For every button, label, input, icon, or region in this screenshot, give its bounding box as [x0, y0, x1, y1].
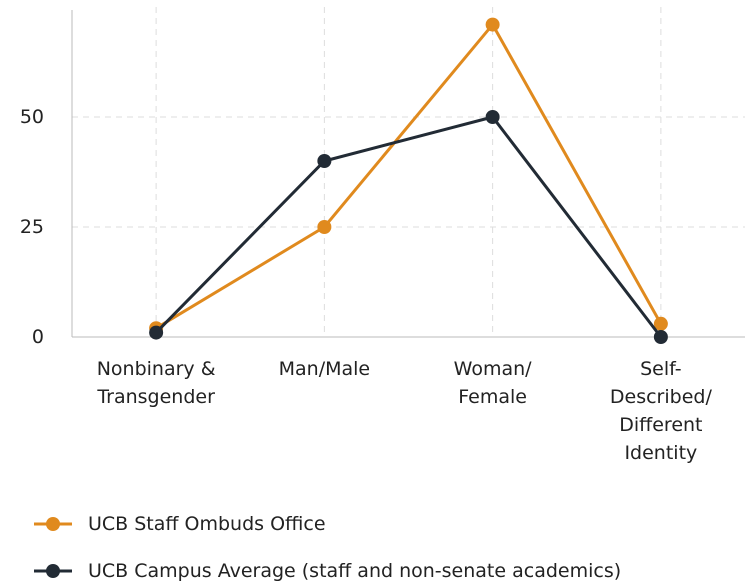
- legend-label: UCB Campus Average (staff and non-senate…: [88, 560, 622, 582]
- x-tick-label: Woman/ Female: [453, 358, 532, 408]
- point: [149, 325, 164, 340]
- point: [485, 17, 500, 32]
- y-tick-label: 50: [19, 106, 44, 128]
- legend-swatch: [46, 517, 60, 531]
- point: [653, 330, 668, 344]
- y-tick-label: 25: [19, 216, 44, 238]
- point: [653, 316, 668, 331]
- x-tick-label: Nonbinary & Transgender: [96, 358, 216, 408]
- point: [317, 154, 332, 168]
- series-line: [155, 115, 663, 338]
- point: [317, 220, 332, 234]
- x-tick-label: Man/Male: [278, 358, 371, 380]
- legend-swatch: [46, 564, 60, 578]
- series-line: [155, 21, 663, 330]
- legend-label: UCB Staff Ombuds Office: [88, 513, 326, 535]
- x-tick-label: Self- Described/ Different Identity: [609, 358, 712, 464]
- point: [485, 110, 500, 124]
- y-tick-label: 0: [31, 326, 44, 348]
